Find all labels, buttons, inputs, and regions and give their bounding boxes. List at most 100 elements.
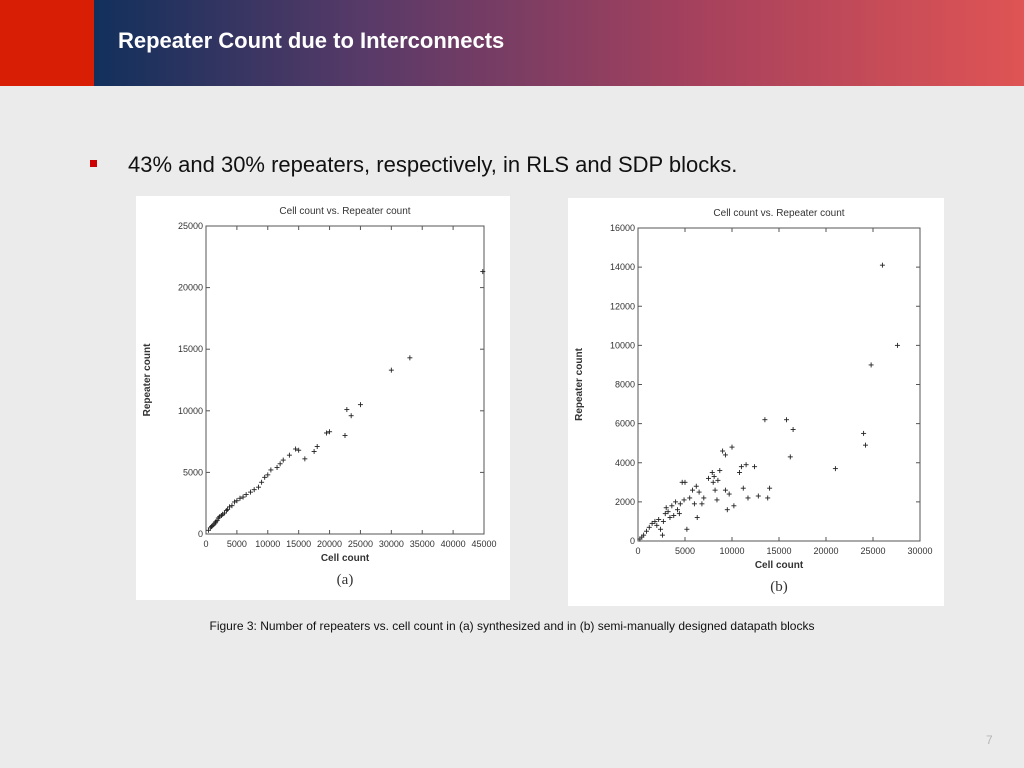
data-point	[286, 452, 292, 458]
panel-label: (a)	[337, 572, 354, 588]
x-tick-label: 10000	[719, 546, 744, 556]
data-point	[659, 532, 665, 538]
x-tick-label: 5000	[227, 539, 247, 549]
x-axis-label: Cell count	[321, 553, 370, 564]
x-tick-label: 20000	[317, 539, 342, 549]
data-point	[682, 479, 688, 485]
data-point	[274, 464, 280, 470]
data-point	[676, 511, 682, 517]
data-point	[259, 479, 265, 485]
data-point	[311, 448, 317, 454]
data-point	[665, 509, 671, 515]
data-point	[342, 432, 348, 438]
y-tick-label: 12000	[610, 301, 635, 311]
scatter-chart-b: Cell count vs. Repeater count 0 5000 10000 1…	[574, 208, 933, 595]
data-point	[649, 520, 655, 526]
data-point	[715, 477, 721, 483]
data-point	[662, 511, 668, 517]
data-point	[663, 505, 669, 511]
x-tick-label: 25000	[860, 546, 885, 556]
data-point	[654, 522, 660, 528]
y-tick-label: 5000	[183, 467, 203, 477]
data-point	[762, 417, 768, 423]
chart-title: Cell count vs. Repeater count	[279, 206, 410, 217]
data-point	[344, 407, 350, 413]
data-point	[787, 454, 793, 460]
data-point	[862, 442, 868, 448]
x-tick-label: 15000	[286, 539, 311, 549]
data-point	[667, 515, 673, 521]
data-point	[480, 269, 486, 275]
data-point	[210, 522, 216, 528]
x-tick-label: 15000	[766, 546, 791, 556]
y-axis-label: Repeater count	[142, 343, 153, 416]
data-point	[677, 501, 683, 507]
data-point	[729, 444, 735, 450]
data-point	[714, 497, 720, 503]
data-point	[656, 516, 662, 522]
x-tick-label: 10000	[255, 539, 280, 549]
data-point	[314, 444, 320, 450]
data-point	[407, 355, 413, 361]
data-point	[710, 479, 716, 485]
data-point	[243, 492, 249, 498]
data-point	[671, 513, 677, 519]
data-point	[681, 497, 687, 503]
data-point	[722, 452, 728, 458]
data-point	[265, 472, 271, 478]
data-point	[277, 461, 283, 467]
bullet-square-icon	[90, 160, 97, 167]
data-point	[694, 515, 700, 521]
bullet-item: 43% and 30% repeaters, respectively, in …	[90, 152, 990, 182]
data-point	[262, 474, 268, 480]
y-tick-label: 25000	[178, 221, 203, 231]
data-point	[726, 491, 732, 497]
data-point	[237, 495, 243, 501]
data-point	[280, 457, 286, 463]
header-gradient-bar	[94, 0, 1024, 86]
data-point	[240, 494, 246, 500]
scatter-chart-a: Cell count vs. Repeater count 0 5000 10000 1…	[142, 206, 497, 588]
data-point	[256, 484, 262, 490]
y-axis-label: Repeater count	[574, 347, 585, 420]
data-point	[302, 456, 308, 462]
data-point	[699, 501, 705, 507]
x-tick-label: 5000	[675, 546, 695, 556]
slide-title: Repeater Count due to Interconnects	[118, 28, 505, 53]
data-point	[790, 426, 796, 432]
x-axis-label: Cell count	[755, 560, 804, 571]
data-point	[696, 489, 702, 495]
figure-a: Cell count vs. Repeater count 0 5000 10000 1…	[136, 196, 510, 600]
data-point	[641, 532, 647, 538]
x-tick-label: 40000	[441, 539, 466, 549]
data-point	[673, 499, 679, 505]
y-tick-label: 0	[630, 536, 635, 546]
data-point	[722, 487, 728, 493]
data-point	[669, 503, 675, 509]
data-point	[737, 470, 743, 476]
data-point	[693, 483, 699, 489]
data-point	[691, 501, 697, 507]
bullet-text: 43% and 30% repeaters, respectively, in …	[128, 152, 738, 177]
data-point	[706, 475, 711, 481]
x-tick-label: 35000	[410, 539, 435, 549]
y-tick-label: 20000	[178, 283, 203, 293]
data-point	[724, 507, 730, 513]
data-point	[712, 487, 718, 493]
header-accent-block	[0, 0, 94, 86]
data-point	[660, 518, 666, 524]
x-tick-label: 30000	[379, 539, 404, 549]
data-point	[357, 402, 363, 408]
data-point	[717, 468, 723, 474]
figure-b: Cell count vs. Repeater count 0 5000 10000 1…	[568, 198, 944, 606]
data-point	[209, 524, 215, 530]
data-point	[720, 448, 726, 454]
data-point	[251, 487, 257, 493]
data-point	[879, 262, 885, 268]
data-point	[709, 470, 715, 476]
data-point	[767, 485, 773, 491]
plot-frame	[205, 225, 485, 535]
data-point	[868, 362, 874, 368]
data-point	[731, 503, 737, 509]
data-point	[740, 485, 746, 491]
